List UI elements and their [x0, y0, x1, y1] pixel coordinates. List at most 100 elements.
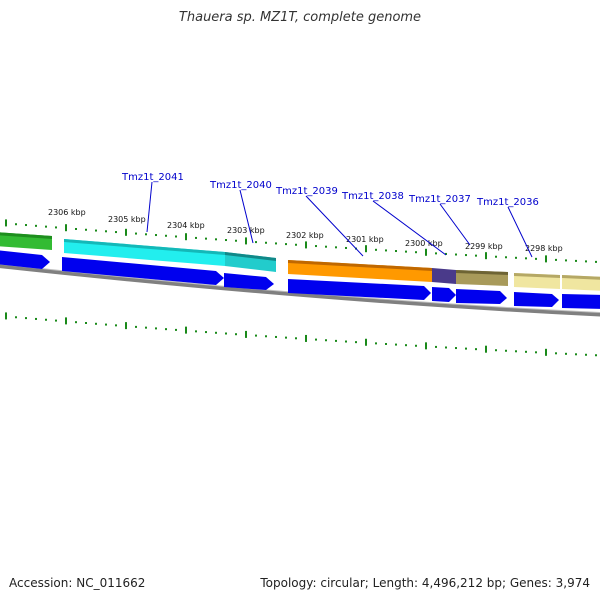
ruler-minor-tick	[55, 226, 57, 229]
ruler-minor-tick	[585, 353, 587, 356]
gene-leader-line	[372, 200, 447, 256]
ruler-minor-tick	[565, 259, 567, 262]
ruler-minor-tick	[315, 245, 317, 248]
feature-purple	[432, 268, 456, 284]
ruler-major-tick	[365, 245, 367, 253]
ruler-minor-tick	[515, 350, 517, 353]
ruler-minor-tick	[105, 323, 107, 326]
ruler-minor-tick	[205, 237, 207, 240]
ruler-minor-tick	[85, 228, 87, 231]
ruler-minor-tick	[535, 257, 537, 260]
ruler-minor-tick	[115, 231, 117, 234]
cds-arrow	[456, 289, 507, 304]
gene-label: Tmz1t_2037	[408, 194, 471, 205]
gene-leader-line	[305, 195, 364, 257]
feature-green-shade	[0, 232, 52, 239]
ruler-minor-tick	[435, 252, 437, 255]
ruler-minor-tick	[465, 347, 467, 350]
ruler-minor-tick	[455, 347, 457, 350]
gene-label: Tmz1t_2036	[476, 197, 539, 208]
ruler-minor-tick	[155, 327, 157, 330]
ruler-minor-tick	[45, 225, 47, 228]
feature-orange	[288, 260, 432, 282]
ruler-minor-tick	[35, 224, 37, 227]
ruler-major-tick	[425, 342, 427, 350]
ruler-minor-tick	[285, 336, 287, 339]
ruler-minor-tick	[325, 245, 327, 248]
ruler-minor-tick	[45, 318, 47, 321]
cds-arrow	[514, 292, 559, 307]
gene-leaders	[146, 181, 533, 258]
ruler-minor-tick	[375, 248, 377, 251]
ruler-major-tick	[185, 326, 187, 334]
feature-cyan	[64, 239, 225, 266]
gene-label: Tmz1t_2039	[275, 186, 338, 197]
ruler-minor-tick	[25, 317, 27, 320]
ruler-minor-tick	[505, 256, 507, 259]
scale-labels: 2306 kbp 2305 kbp 2304 kbp 2303 kbp 2302…	[48, 208, 563, 253]
ruler-minor-tick	[165, 328, 167, 331]
ruler-minor-tick	[525, 350, 527, 353]
ruler-minor-tick	[235, 239, 237, 242]
cds-arrow	[288, 279, 431, 300]
ruler-major-tick	[305, 334, 307, 342]
ruler-minor-tick	[495, 255, 497, 258]
ruler-major-tick	[425, 248, 427, 256]
ruler-minor-tick	[255, 334, 257, 337]
ruler-minor-tick	[265, 335, 267, 338]
ruler-minor-tick	[335, 339, 337, 342]
ruler-minor-tick	[345, 246, 347, 249]
tick-label: 2301 kbp	[346, 235, 384, 244]
ruler-minor-tick	[145, 326, 147, 329]
ruler-minor-tick	[395, 250, 397, 253]
ruler-minor-tick	[135, 325, 137, 328]
ruler-minor-tick	[515, 256, 517, 259]
gene-label: Tmz1t_2038	[341, 191, 404, 202]
ruler-minor-tick	[395, 343, 397, 346]
ruler-minor-tick	[325, 339, 327, 342]
ruler-minor-tick	[135, 232, 137, 235]
cds-arrow	[432, 287, 456, 302]
ruler-minor-tick	[355, 341, 357, 344]
cds-arrow	[562, 294, 600, 309]
ruler-minor-tick	[375, 342, 377, 345]
ruler-minor-tick	[445, 252, 447, 255]
ruler-minor-tick	[385, 342, 387, 345]
ruler-minor-tick	[315, 338, 317, 341]
tick-label: 2298 kbp	[525, 244, 563, 253]
cds-track	[0, 250, 600, 309]
ruler-minor-tick	[75, 227, 77, 230]
ruler-minor-tick	[95, 229, 97, 232]
ruler-minor-tick	[435, 345, 437, 348]
ruler-minor-tick	[345, 340, 347, 343]
ruler-minor-tick	[115, 324, 117, 327]
ruler-minor-tick	[535, 351, 537, 354]
ruler-minor-tick	[215, 238, 217, 241]
ruler-minor-tick	[55, 319, 57, 322]
ruler-minor-tick	[555, 258, 557, 261]
ruler-major-tick	[185, 233, 187, 241]
gene-leader-line	[146, 181, 153, 233]
ruler-major-tick	[485, 252, 487, 260]
accession-text: Accession: NC_011662	[9, 576, 146, 590]
cds-arrow	[62, 257, 224, 285]
ruler-minor-tick	[335, 246, 337, 249]
map-title: Thauera sp. MZ1T, complete genome	[178, 10, 422, 25]
feature-teal-shade	[225, 252, 276, 261]
ruler-minor-tick	[505, 349, 507, 352]
ruler-minor-tick	[155, 234, 157, 237]
ruler-minor-tick	[575, 353, 577, 356]
ruler-minor-tick	[465, 254, 467, 257]
ruler-minor-tick	[415, 251, 417, 254]
ruler-minor-tick	[75, 321, 77, 324]
ruler-major-tick	[5, 312, 7, 320]
tick-label: 2302 kbp	[286, 231, 324, 240]
ruler-major-tick	[485, 345, 487, 353]
ruler-major-tick	[65, 224, 67, 232]
gene-leader-line	[439, 203, 471, 246]
ruler-minor-tick	[285, 243, 287, 246]
gene-leader-line	[507, 206, 533, 258]
ruler-major-tick	[5, 219, 7, 227]
ruler-minor-tick	[145, 233, 147, 236]
